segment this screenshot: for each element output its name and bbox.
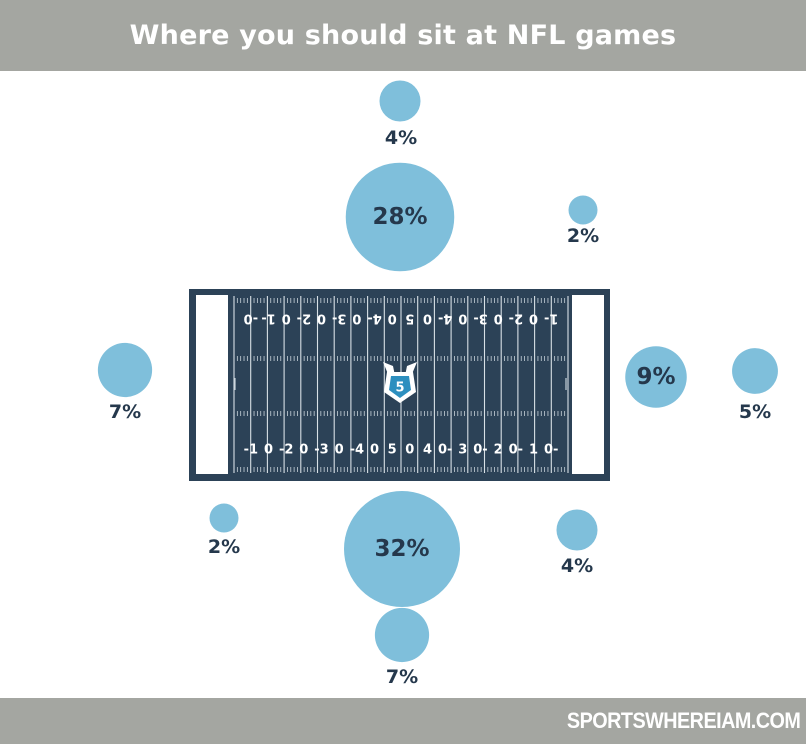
yard-number-top: 0 bbox=[458, 311, 467, 326]
yard-number-bottom: -3 bbox=[314, 443, 328, 458]
yard-number-bottom: -1 bbox=[244, 443, 258, 458]
bubble-east-far bbox=[732, 348, 778, 394]
yard-number-top: 0 bbox=[317, 311, 326, 326]
yard-number-bottom: 0 bbox=[299, 443, 308, 458]
yard-number-bottom: 0- bbox=[438, 443, 452, 458]
yard-number-top: 1- bbox=[261, 311, 275, 326]
bubble-north-far bbox=[379, 80, 421, 122]
yard-number-top: 0 bbox=[388, 311, 397, 326]
bubble-label-north-center: 28% bbox=[372, 204, 427, 230]
yard-number-bottom: 0 bbox=[264, 443, 273, 458]
yard-number-top: 0 bbox=[423, 311, 432, 326]
yard-number-bottom: 4 bbox=[423, 443, 432, 458]
yard-number-bottom: 0 bbox=[370, 443, 379, 458]
footer-banner: SPORTSWHEREIAM.COM bbox=[0, 698, 806, 744]
bubbles-layer: 4% 28% 2% 7% 9% 5% 2% 32% 4% 7% bbox=[97, 80, 778, 688]
yard-number-top: 0 bbox=[494, 311, 503, 326]
bubble-label-north-far: 4% bbox=[385, 127, 417, 149]
east-end-zone-area bbox=[572, 295, 604, 474]
title-banner: Where you should sit at NFL games bbox=[0, 0, 806, 71]
yard-number-top: 4- bbox=[438, 311, 452, 326]
logo-letter: 5 bbox=[395, 381, 404, 396]
yard-number-top: 2- bbox=[297, 311, 311, 326]
yard-number-bottom: 0 bbox=[405, 443, 414, 458]
yard-number-top: 5 bbox=[405, 311, 414, 326]
bubble-east-end-zone bbox=[625, 346, 687, 408]
yard-number-bottom: 3 bbox=[458, 443, 467, 458]
yard-number-top: 2- bbox=[509, 311, 523, 326]
bubble-south-east-corner bbox=[556, 509, 598, 551]
yard-number-top: 0 bbox=[282, 311, 291, 326]
bubble-label-south-far: 7% bbox=[386, 666, 418, 688]
bubble-south-center bbox=[344, 491, 460, 607]
footer-brand: SPORTSWHEREIAM.COM bbox=[566, 708, 801, 733]
yard-number-bottom: 0- bbox=[509, 443, 523, 458]
yard-number-bottom: -4 bbox=[350, 443, 364, 458]
yard-number-top: 1- bbox=[544, 311, 558, 326]
bubble-west-end-zone bbox=[97, 342, 153, 398]
football-field: -0 1- 0 2- 0 3- 0 4- 0 5 0 4- 0 3- 0 2- 0 1--1 0 -2 0 -3 0 -4 0 5… bbox=[189, 289, 610, 481]
yard-number-top: -0 bbox=[244, 311, 258, 326]
yard-number-bottom: 0- bbox=[473, 443, 487, 458]
bubble-label-east-far: 5% bbox=[739, 401, 771, 423]
yard-number-bottom: -2 bbox=[279, 443, 293, 458]
yard-number-bottom: 0 bbox=[335, 443, 344, 458]
yard-number-bottom: 1 bbox=[529, 443, 538, 458]
bubble-label-west-end-zone: 7% bbox=[109, 401, 141, 423]
touchdown-logo-icon: 5 bbox=[383, 362, 417, 403]
bubble-south-far bbox=[374, 607, 430, 663]
bubble-label-south-east-corner: 4% bbox=[561, 555, 593, 577]
bubble-north-center bbox=[345, 162, 455, 272]
yard-number-top: 4- bbox=[367, 311, 381, 326]
yard-number-top: 3- bbox=[332, 311, 346, 326]
bubble-north-east-corner bbox=[568, 195, 598, 225]
yard-number-top: 3- bbox=[473, 311, 487, 326]
bubble-south-west-corner bbox=[209, 503, 239, 533]
bubble-label-south-center: 32% bbox=[374, 536, 429, 562]
chart-title: Where you should sit at NFL games bbox=[129, 20, 677, 51]
yard-number-bottom: 0- bbox=[544, 443, 558, 458]
bubble-label-south-west-corner: 2% bbox=[208, 536, 240, 558]
yard-number-bottom: 5 bbox=[388, 443, 397, 458]
west-end-zone-area bbox=[196, 295, 228, 474]
yard-number-top: 0 bbox=[529, 311, 538, 326]
bubble-label-north-east-corner: 2% bbox=[567, 225, 599, 247]
bubble-label-east-end-zone: 9% bbox=[636, 364, 675, 390]
yard-number-bottom: 2 bbox=[494, 443, 503, 458]
yard-number-top: 0 bbox=[352, 311, 361, 326]
